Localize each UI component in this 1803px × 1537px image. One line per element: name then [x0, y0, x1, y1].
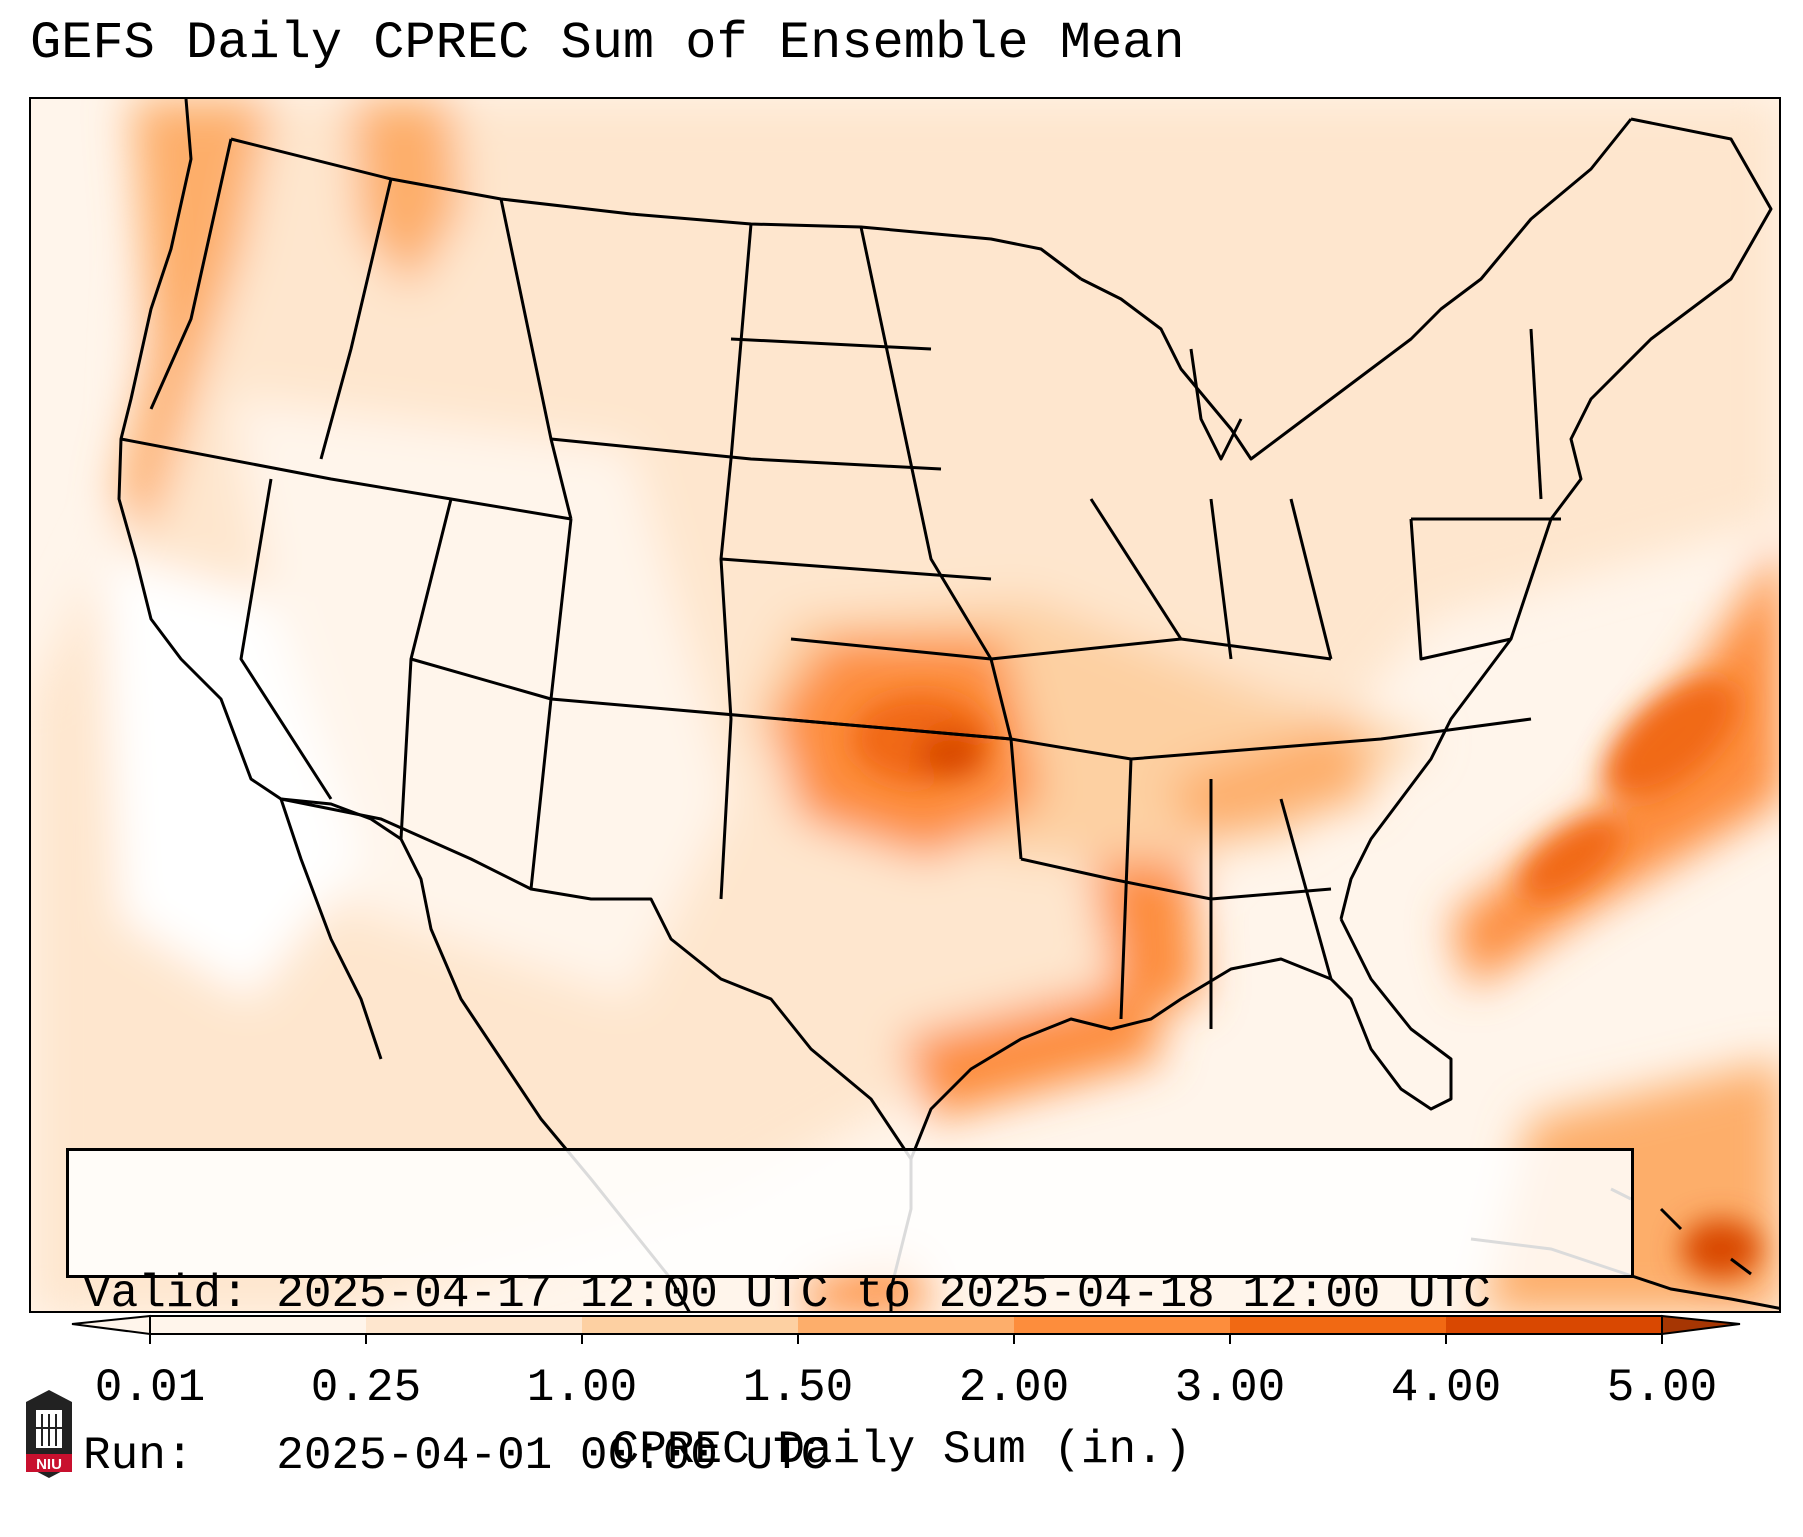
- colorbar-bin-6: [1230, 1316, 1446, 1334]
- state-line-25: [1529, 328, 1543, 500]
- florida-coastline: [1329, 918, 1453, 1111]
- colorbar-bin-4: [798, 1316, 1014, 1334]
- map-title: GEFS Daily CPREC Sum of Ensemble Mean: [30, 14, 1185, 73]
- northwest-interior-band: [351, 99, 461, 289]
- colorbar-bin-3: [582, 1316, 798, 1334]
- caribbean-peak: [1681, 1219, 1761, 1279]
- colorbar-high-extend: [1661, 1314, 1741, 1336]
- colorbar-tick-label: 3.00: [1174, 1362, 1286, 1414]
- colorbar-tick-label: 1.50: [742, 1362, 854, 1414]
- state-line-3: [319, 178, 393, 460]
- us-mexico-border: [280, 797, 913, 1160]
- logo-text: NIU: [36, 1456, 62, 1473]
- colorbar-label: CPREC Daily Sum (in.): [611, 1424, 1192, 1476]
- state-line-16: [1020, 857, 1332, 901]
- colorbar-bin-5: [1014, 1316, 1230, 1334]
- colorbar-tick-label: 0.25: [310, 1362, 422, 1414]
- colorbar-tick-label: 0.01: [94, 1362, 206, 1414]
- state-line-2: [149, 138, 233, 410]
- colorbar-bin-7: [1446, 1316, 1662, 1334]
- oklahoma-peak: [917, 730, 985, 778]
- colorbar-low-extend: [71, 1314, 151, 1336]
- valid-time-text: Valid: 2025-04-17 12:00 UTC to 2025-04-1…: [83, 1268, 1491, 1320]
- tennessee-valley-band: [1171, 719, 1371, 839]
- dry-california: [101, 549, 361, 999]
- logo-red-band: [26, 1454, 72, 1472]
- colorbar-tick-label: 2.00: [958, 1362, 1070, 1414]
- colorbar: [71, 1314, 1741, 1344]
- colorbar-tick-label: 4.00: [1390, 1362, 1502, 1414]
- state-line-4: [239, 478, 333, 800]
- precip-maxima: [851, 679, 1761, 1279]
- state-line-17: [1119, 758, 1133, 1020]
- gulf-coast-band: [901, 979, 1161, 1119]
- colorbar-bin-1: [150, 1316, 366, 1334]
- colorbar-bin-2: [366, 1316, 582, 1334]
- state-line-22: [1289, 498, 1333, 660]
- state-line-1: [120, 437, 572, 521]
- precip-map: [29, 97, 1781, 1313]
- state-line-20: [1089, 498, 1183, 640]
- state-line-9: [550, 437, 942, 471]
- validity-info-box: Valid: 2025-04-17 12:00 UTC to 2025-04-1…: [66, 1148, 1634, 1482]
- lake-michigan: [1189, 348, 1243, 461]
- state-line-21: [1209, 498, 1233, 660]
- run-time-text: Run: 2025-04-01 00:00 UTC: [83, 1430, 829, 1482]
- logo-building-lines: [36, 1414, 62, 1446]
- precip-map-svg: [31, 99, 1779, 1311]
- great-lakes-border: [1080, 118, 1633, 461]
- lower-mississippi-band: [1091, 859, 1201, 1019]
- state-line-14: [790, 637, 1332, 661]
- niu-logo: NIU: [26, 1390, 72, 1478]
- baja-peninsula: [279, 798, 383, 1060]
- atlantic-maximum-south: [1519, 817, 1623, 901]
- colorbar-outline: [149, 1315, 1663, 1335]
- colorbar-ticks: [149, 1334, 1663, 1344]
- colorbar-tick-label: 1.00: [526, 1362, 638, 1414]
- state-line-19: [1279, 798, 1333, 980]
- boundaries: [117, 99, 1773, 1311]
- state-line-13: [720, 557, 992, 581]
- us-west-coastline: [117, 99, 402, 841]
- atlantic-coastline: [1339, 117, 1773, 920]
- atlantic-maximum: [1604, 679, 1738, 799]
- state-line-12: [730, 337, 932, 351]
- colorbar-tick-label: 5.00: [1606, 1362, 1718, 1414]
- state-line-23: [1409, 518, 1512, 661]
